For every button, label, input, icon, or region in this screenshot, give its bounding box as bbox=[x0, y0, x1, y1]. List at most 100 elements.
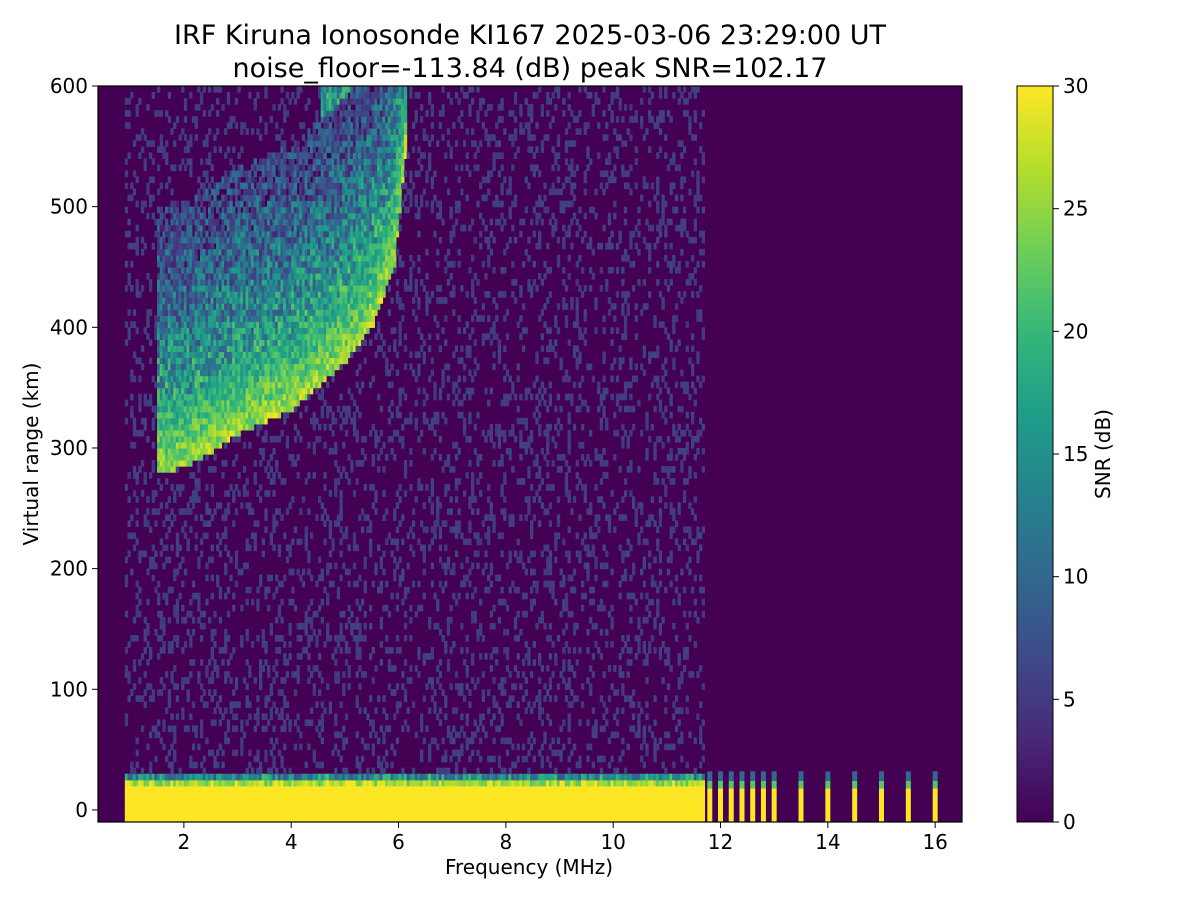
heatmap-cell bbox=[226, 218, 231, 226]
heatmap-cell bbox=[253, 345, 257, 353]
heatmap-cell bbox=[334, 218, 338, 226]
heatmap-cell bbox=[143, 815, 147, 823]
heatmap-cell bbox=[339, 236, 343, 244]
heatmap-cell bbox=[124, 574, 129, 582]
heatmap-cell bbox=[299, 152, 303, 159]
heatmap-cell bbox=[202, 230, 206, 238]
heatmap-cell bbox=[173, 164, 177, 172]
heatmap-cell bbox=[323, 86, 327, 93]
heatmap-cell bbox=[232, 260, 236, 268]
heatmap-cell bbox=[320, 369, 324, 377]
heatmap-cell bbox=[331, 236, 335, 244]
heatmap-cell bbox=[245, 797, 249, 805]
heatmap-cell bbox=[291, 496, 295, 503]
heatmap-cell bbox=[183, 230, 188, 238]
heatmap-cell bbox=[191, 273, 196, 280]
heatmap-cell bbox=[283, 315, 287, 322]
heatmap-cell bbox=[205, 508, 209, 515]
heatmap-cell bbox=[221, 248, 225, 256]
heatmap-cell bbox=[216, 327, 220, 334]
heatmap-cell bbox=[175, 544, 180, 552]
heatmap-cell bbox=[342, 92, 346, 99]
heatmap-cell bbox=[320, 616, 324, 624]
heatmap-cell bbox=[143, 803, 147, 811]
heatmap-cell bbox=[183, 417, 188, 425]
heatmap-cell bbox=[165, 785, 169, 793]
heatmap-cell bbox=[130, 791, 134, 799]
heatmap-cell bbox=[232, 357, 236, 365]
heatmap-cell bbox=[181, 260, 185, 268]
heatmap-cell bbox=[261, 628, 265, 636]
heatmap-cell bbox=[165, 598, 169, 606]
heatmap-cell bbox=[309, 206, 314, 214]
heatmap-cell bbox=[157, 405, 161, 413]
heatmap-cell bbox=[240, 170, 244, 178]
heatmap-cell bbox=[275, 206, 279, 214]
heatmap-cell bbox=[275, 285, 279, 292]
heatmap-cell bbox=[280, 266, 284, 274]
heatmap-cell bbox=[245, 701, 249, 708]
heatmap-cell bbox=[189, 803, 193, 811]
heatmap-cell bbox=[261, 236, 265, 244]
heatmap-cell bbox=[208, 411, 212, 419]
heatmap-cell bbox=[175, 815, 180, 823]
heatmap-cell bbox=[334, 273, 338, 280]
heatmap-cell bbox=[309, 616, 314, 624]
heatmap-cell bbox=[318, 122, 322, 129]
heatmap-cell bbox=[277, 321, 282, 328]
heatmap-cell bbox=[285, 508, 290, 515]
heatmap-cell bbox=[167, 309, 172, 316]
heatmap-cell bbox=[336, 309, 341, 316]
heatmap-cell bbox=[130, 773, 134, 781]
heatmap-cell bbox=[199, 363, 204, 371]
heatmap-cell bbox=[323, 273, 327, 280]
heatmap-cell bbox=[326, 339, 330, 347]
heatmap-cell bbox=[242, 423, 247, 431]
heatmap-cell bbox=[135, 809, 139, 817]
heatmap-cell bbox=[334, 236, 338, 244]
heatmap-cell bbox=[175, 206, 180, 214]
heatmap-cell bbox=[232, 520, 236, 527]
heatmap-cell bbox=[304, 610, 308, 618]
heatmap-cell bbox=[326, 134, 330, 141]
heatmap-cell bbox=[173, 254, 177, 262]
heatmap-cell bbox=[248, 170, 252, 178]
heatmap-cell bbox=[205, 260, 209, 268]
heatmap-cell bbox=[318, 303, 322, 310]
heatmap-cell bbox=[151, 574, 155, 582]
heatmap-cell bbox=[331, 785, 335, 793]
heatmap-cell bbox=[272, 339, 276, 347]
heatmap-cell bbox=[224, 291, 228, 298]
heatmap-cell bbox=[285, 779, 290, 787]
heatmap-cell bbox=[320, 164, 324, 172]
heatmap-cell bbox=[309, 815, 314, 823]
heatmap-cell bbox=[221, 176, 225, 184]
heatmap-cell bbox=[336, 731, 341, 739]
heatmap-cell bbox=[264, 363, 268, 371]
heatmap-cell bbox=[277, 212, 282, 220]
heatmap-cell bbox=[253, 375, 257, 383]
heatmap-cell bbox=[130, 242, 134, 250]
heatmap-cell bbox=[344, 647, 349, 654]
heatmap-cell bbox=[272, 514, 276, 521]
heatmap-cell bbox=[331, 369, 335, 377]
heatmap-cell bbox=[258, 574, 263, 582]
heatmap-cell bbox=[331, 212, 335, 220]
heatmap-cell bbox=[189, 809, 193, 817]
heatmap-cell bbox=[140, 363, 145, 371]
heatmap-cell bbox=[242, 248, 247, 256]
heatmap-cell bbox=[189, 273, 193, 280]
heatmap-cell bbox=[197, 797, 201, 805]
heatmap-cell bbox=[167, 429, 172, 437]
heatmap-cell bbox=[342, 218, 346, 226]
heatmap-cell bbox=[336, 351, 341, 359]
heatmap-cell bbox=[221, 230, 225, 238]
heatmap-cell bbox=[296, 86, 300, 93]
heatmap-cell bbox=[336, 158, 341, 166]
heatmap-cell bbox=[331, 164, 335, 172]
heatmap-cell bbox=[194, 393, 198, 401]
heatmap-cell bbox=[151, 405, 155, 413]
heatmap-cell bbox=[328, 230, 333, 238]
heatmap-cell bbox=[253, 411, 257, 419]
heatmap-cell bbox=[189, 242, 193, 250]
